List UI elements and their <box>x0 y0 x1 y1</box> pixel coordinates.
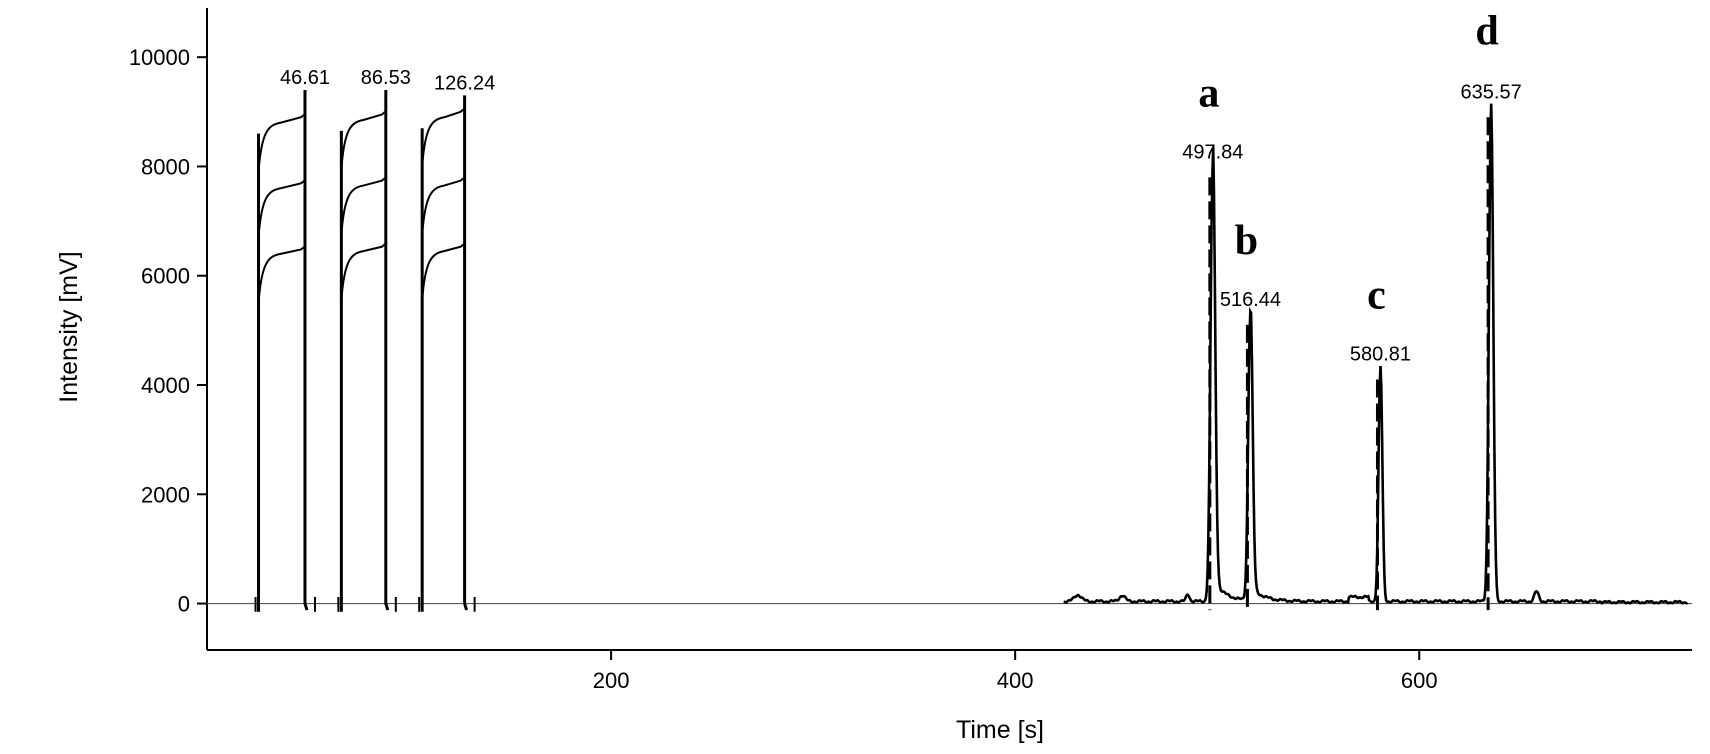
pulse-time-label: 86.53 <box>361 67 411 89</box>
y-tick-label: 0 <box>178 592 190 617</box>
peak-letter-label: c <box>1367 273 1386 319</box>
signal-traces <box>254 89 1689 612</box>
y-axis-ticks: 0 2000 4000 6000 8000 10000 <box>129 45 207 617</box>
y-tick-label: 4000 <box>141 373 190 398</box>
separation-trace <box>1063 103 1689 605</box>
pulse-plateau-low <box>340 242 387 301</box>
peak-time-label: 497.84 <box>1182 141 1243 163</box>
x-tick-label: 600 <box>1401 668 1438 693</box>
pulse-plateau-high <box>421 107 466 167</box>
y-axis-title: Intensity [mV] <box>55 251 83 402</box>
x-tick-label: 200 <box>593 668 630 693</box>
pulse-plateau-high <box>340 110 387 170</box>
axes <box>206 8 1692 651</box>
pulse-time-label: 46.61 <box>280 67 330 89</box>
peak-labels: 46.61 86.53 126.24 497.84 a 516.44 b 580.81 c 635… <box>280 8 1522 365</box>
pulse-falling-edge <box>384 89 390 611</box>
pulse-time-label: 126.24 <box>434 72 495 94</box>
peak-time-label: 516.44 <box>1220 289 1281 311</box>
peak-letter-label: b <box>1235 218 1258 264</box>
peak-time-label: 580.81 <box>1350 344 1411 366</box>
pulse-falling-edge <box>303 89 309 611</box>
y-tick-label: 2000 <box>141 482 190 507</box>
pulse-plateau-mid <box>421 176 466 235</box>
peak-letter-label: d <box>1475 8 1498 54</box>
pulse-plateau-low <box>421 242 466 301</box>
y-tick-label: 8000 <box>141 154 190 179</box>
x-axis-ticks: 200 400 600 <box>593 650 1438 693</box>
y-tick-label: 6000 <box>141 264 190 289</box>
x-axis-title: Time [s] <box>956 716 1044 744</box>
x-tick-label: 400 <box>997 668 1034 693</box>
pulse-plateau-high <box>257 113 306 172</box>
pulse-plateau-low <box>257 245 306 304</box>
peak-time-label: 635.57 <box>1461 81 1522 103</box>
peak-letter-label: a <box>1198 70 1219 116</box>
pulse-plateau-mid <box>257 179 306 238</box>
pulse-plateau-mid <box>340 176 387 235</box>
y-tick-label: 10000 <box>129 45 190 70</box>
pulse-falling-edge <box>463 95 469 611</box>
